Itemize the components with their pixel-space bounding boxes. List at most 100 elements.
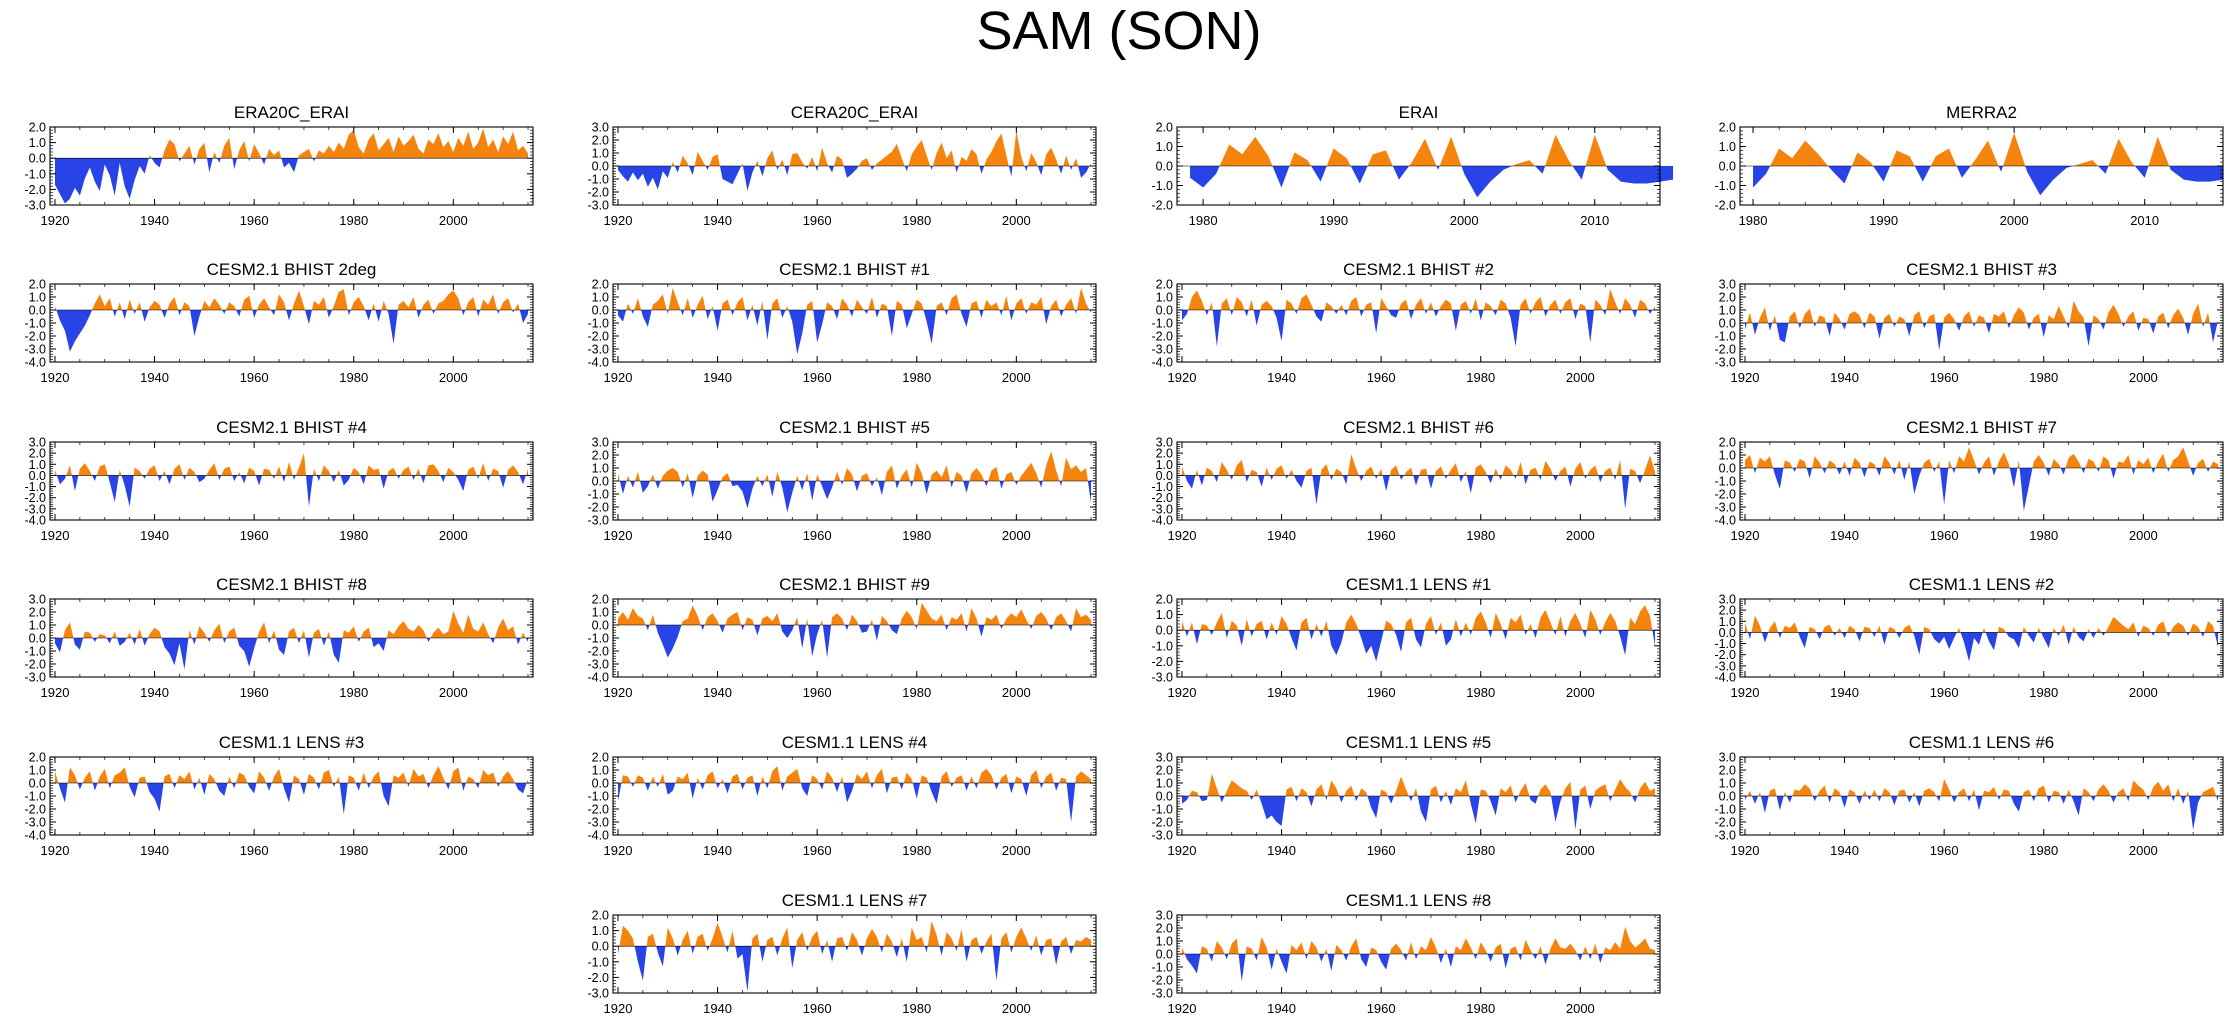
- y-tick-label: 2.0: [1719, 436, 1736, 450]
- y-tick-label: -2.0: [1714, 343, 1736, 357]
- y-tick-label: 1.0: [29, 458, 46, 472]
- x-tick-label: 2000: [2129, 685, 2158, 700]
- y-tick-label: -2.0: [587, 330, 609, 344]
- x-tick-label: 1960: [803, 528, 832, 543]
- negative-area: [645, 625, 1073, 658]
- y-tick-label: -1.0: [1714, 803, 1736, 817]
- negative-area: [1744, 796, 2219, 830]
- y-tick-label: 2.0: [1156, 764, 1173, 778]
- y-tick-label: -1.0: [587, 955, 609, 969]
- panel-8: CESM2.1 BHIST #4 3.02.01.00.0-1.0-2.0-3.0…: [24, 418, 534, 543]
- y-tick-label: -2.0: [1151, 199, 1173, 213]
- x-tick-label: 1940: [140, 213, 169, 228]
- x-tick-label: 2000: [1002, 843, 1031, 858]
- x-tick-label: 1940: [703, 685, 732, 700]
- x-tick-label: 1940: [140, 843, 169, 858]
- y-tick-label: -4.0: [1151, 514, 1173, 528]
- y-tick-label: -4.0: [24, 514, 46, 528]
- y-tick-label: -2.0: [24, 803, 46, 817]
- x-tick-label: 1940: [703, 1001, 732, 1016]
- x-tick-label: 1940: [1830, 843, 1859, 858]
- y-tick-label: 0.0: [1156, 790, 1173, 804]
- plot-frame: [612, 598, 1097, 678]
- y-tick-label: 3.0: [1719, 278, 1736, 292]
- y-tick-label: -4.0: [24, 829, 46, 843]
- panel-17: CESM1.1 LENS #4 2.01.00.0-1.0-2.0-3.0-4.0…: [587, 733, 1097, 858]
- x-tick-label: 1920: [1731, 370, 1760, 385]
- panel-title: CESM2.1 BHIST 2deg: [207, 260, 377, 279]
- panel-9: CESM2.1 BHIST #5 3.02.01.00.0-1.0-2.0-3.0…: [587, 418, 1097, 543]
- x-tick-label: 2010: [2130, 213, 2159, 228]
- y-tick-label: 1.0: [1156, 935, 1173, 949]
- y-tick-label: 1.0: [1156, 140, 1173, 154]
- panel-title: CESM2.1 BHIST #3: [1906, 260, 2057, 279]
- x-tick-label: 1920: [604, 843, 633, 858]
- x-tick-label: 1980: [902, 370, 931, 385]
- y-tick-label: 3.0: [592, 436, 609, 450]
- y-tick-label: 0.0: [1719, 160, 1736, 174]
- y-tick-label: 1.0: [1719, 615, 1736, 629]
- positive-area: [148, 128, 529, 159]
- y-tick-label: -3.0: [1151, 343, 1173, 357]
- x-tick-label: 1960: [240, 370, 269, 385]
- x-tick-label: 2000: [2129, 528, 2158, 543]
- x-tick-label: 1920: [41, 213, 70, 228]
- x-tick-label: 1940: [1267, 370, 1296, 385]
- panel-4: CESM2.1 BHIST 2deg 2.01.00.0-1.0-2.0-3.0-…: [24, 260, 534, 385]
- panel-title: CERA20C_ERAI: [791, 103, 919, 122]
- positive-area: [1744, 615, 2215, 633]
- plot-frame: [1739, 598, 2224, 678]
- x-tick-label: 1920: [604, 370, 633, 385]
- panel-13: CESM2.1 BHIST #9 2.01.00.0-1.0-2.0-3.0-4.…: [587, 575, 1097, 700]
- negative-area: [1747, 632, 2219, 662]
- x-tick-label: 1940: [1267, 843, 1296, 858]
- y-tick-label: 2.0: [592, 909, 609, 923]
- panel-title: CESM2.1 BHIST #1: [779, 260, 930, 279]
- x-tick-label: 1940: [140, 370, 169, 385]
- positive-area: [1744, 447, 2219, 468]
- panel-title: CESM2.1 BHIST #7: [1906, 418, 2057, 437]
- positive-area: [1219, 134, 1607, 166]
- plot-frame: [1176, 598, 1661, 678]
- x-tick-label: 1940: [1830, 370, 1859, 385]
- y-tick-label: -1.0: [1151, 961, 1173, 975]
- x-tick-label: 2000: [439, 370, 468, 385]
- positive-area: [617, 602, 1092, 625]
- panel-12: CESM2.1 BHIST #8 3.02.01.00.0-1.0-2.0-3.0…: [24, 575, 534, 700]
- x-tick-label: 1980: [1466, 370, 1495, 385]
- y-tick-label: 0.0: [1719, 462, 1736, 476]
- x-tick-label: 2000: [1566, 528, 1595, 543]
- y-tick-label: -3.0: [587, 987, 609, 1001]
- y-tick-label: -4.0: [1151, 356, 1173, 370]
- x-tick-label: 1920: [1731, 843, 1760, 858]
- y-tick-label: -3.0: [24, 502, 46, 516]
- y-tick-label: -1.0: [1151, 803, 1173, 817]
- x-tick-label: 1920: [1168, 528, 1197, 543]
- y-tick-label: 2.0: [592, 134, 609, 148]
- plot-frame: [1176, 441, 1661, 521]
- y-tick-label: 1.0: [1156, 777, 1173, 791]
- positive-area: [54, 289, 520, 310]
- y-tick-label: -3.0: [1714, 829, 1736, 843]
- x-tick-label: 2000: [1002, 213, 1031, 228]
- x-tick-label: 1960: [803, 685, 832, 700]
- y-tick-label: -1.0: [24, 167, 46, 181]
- plot-frame: [49, 283, 534, 363]
- y-tick-label: 2.0: [592, 278, 609, 292]
- negative-area: [58, 783, 527, 815]
- plot-frame: [612, 914, 1097, 994]
- y-tick-label: -3.0: [587, 514, 609, 528]
- x-tick-label: 1980: [339, 843, 368, 858]
- x-tick-label: 1920: [1731, 528, 1760, 543]
- y-tick-label: -2.0: [1714, 816, 1736, 830]
- x-tick-label: 2000: [439, 528, 468, 543]
- y-tick-label: -2.0: [1714, 199, 1736, 213]
- y-tick-label: 0.0: [29, 632, 46, 646]
- panel-title: CESM2.1 BHIST #8: [216, 575, 367, 594]
- y-tick-label: 0.0: [1156, 469, 1173, 483]
- negative-area: [1184, 630, 1656, 662]
- y-tick-label: 2.0: [592, 449, 609, 463]
- y-tick-label: 1.0: [592, 291, 609, 305]
- positive-area: [1189, 773, 1656, 796]
- panel-title: CESM2.1 BHIST #2: [1343, 260, 1494, 279]
